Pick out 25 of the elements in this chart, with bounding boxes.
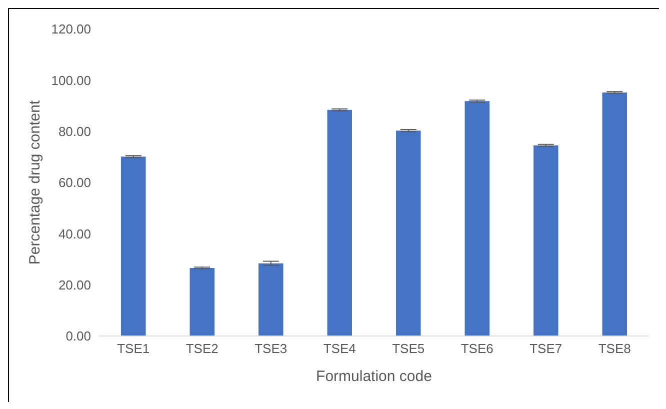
x-tick-label: TSE6 (460, 341, 494, 356)
bar (327, 110, 352, 336)
bar (121, 156, 146, 336)
x-tick-label: TSE8 (598, 341, 631, 356)
bar (258, 263, 284, 336)
y-tick-label: 80.00 (58, 124, 91, 139)
bar (602, 92, 627, 336)
y-tick-label: 0.00 (66, 328, 91, 344)
y-axis-title: Percentage drug content (26, 100, 44, 265)
y-tick-label: 40.00 (58, 226, 91, 242)
x-tick-label: TSE5 (392, 341, 425, 356)
y-tick-label: 120.00 (51, 22, 91, 37)
bar (190, 268, 214, 336)
x-tick-label: TSE1 (117, 341, 150, 356)
x-axis-title: Formulation code (316, 368, 432, 385)
y-tick-label: 20.00 (58, 277, 91, 292)
x-tick-label: TSE4 (323, 341, 356, 356)
bar (396, 130, 421, 336)
y-tick-label: 100.00 (51, 72, 91, 88)
x-tick-label: TSE2 (186, 341, 218, 356)
x-tick-label: TSE3 (254, 341, 288, 356)
bar (534, 145, 558, 336)
x-tick-label: TSE7 (530, 341, 562, 356)
y-tick-label: 60.00 (58, 175, 91, 190)
bar (464, 101, 490, 336)
